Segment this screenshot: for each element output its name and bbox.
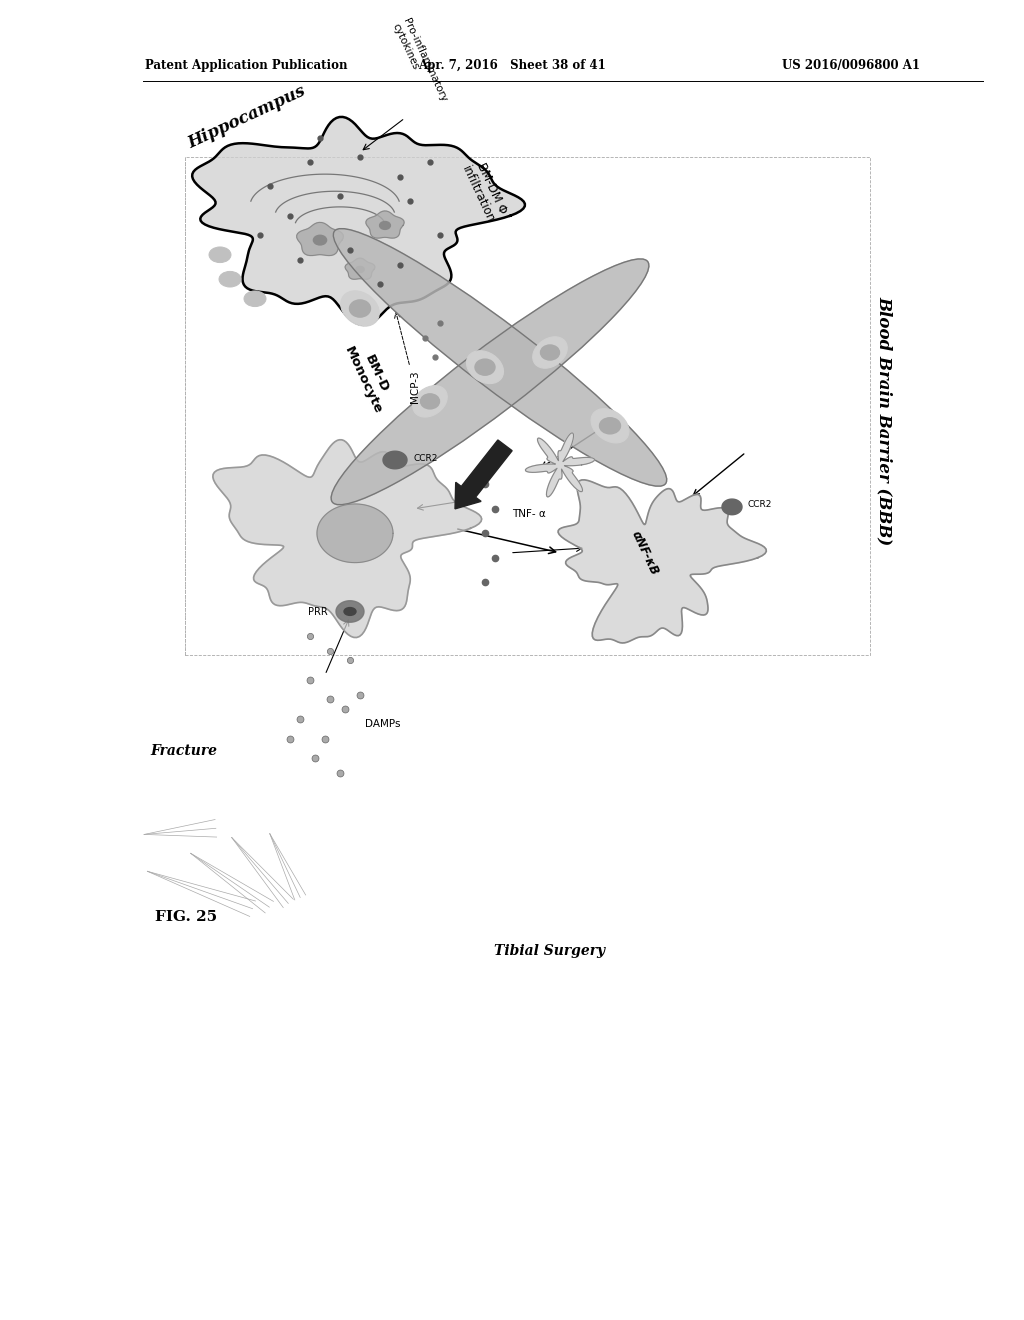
Ellipse shape — [541, 345, 559, 360]
Polygon shape — [317, 504, 393, 562]
Ellipse shape — [591, 409, 629, 444]
Text: Fracture: Fracture — [150, 744, 217, 758]
Ellipse shape — [341, 290, 379, 326]
Ellipse shape — [599, 417, 621, 434]
Text: CCR2: CCR2 — [413, 454, 437, 462]
Text: PRR: PRR — [308, 607, 328, 618]
Text: TNF- α: TNF- α — [512, 508, 546, 519]
Text: MCP-3: MCP-3 — [410, 371, 420, 403]
Ellipse shape — [421, 393, 439, 409]
Polygon shape — [383, 451, 407, 469]
Text: CCR2: CCR2 — [748, 500, 772, 510]
Text: BM-D
Monocyte: BM-D Monocyte — [342, 338, 398, 416]
Polygon shape — [722, 499, 742, 515]
Ellipse shape — [331, 259, 649, 504]
Ellipse shape — [467, 351, 504, 384]
Ellipse shape — [475, 359, 495, 375]
Text: Blood Brain Barrier (BBB): Blood Brain Barrier (BBB) — [877, 296, 894, 545]
Ellipse shape — [496, 859, 564, 880]
Ellipse shape — [180, 845, 280, 915]
Ellipse shape — [244, 290, 266, 306]
Polygon shape — [345, 259, 375, 280]
Polygon shape — [336, 601, 364, 622]
Ellipse shape — [532, 337, 567, 368]
Text: Apr. 7, 2016   Sheet 38 of 41: Apr. 7, 2016 Sheet 38 of 41 — [418, 59, 606, 73]
Polygon shape — [213, 440, 481, 638]
Text: Patent Application Publication: Patent Application Publication — [145, 59, 347, 73]
Ellipse shape — [264, 825, 306, 906]
Polygon shape — [525, 433, 595, 496]
FancyArrow shape — [455, 440, 512, 510]
Text: FIG. 25: FIG. 25 — [155, 909, 217, 924]
Polygon shape — [366, 211, 404, 238]
Ellipse shape — [466, 874, 554, 925]
Ellipse shape — [209, 247, 231, 263]
Polygon shape — [297, 222, 343, 256]
Text: US 2016/0096800 A1: US 2016/0096800 A1 — [782, 59, 920, 73]
Text: DAMPs: DAMPs — [365, 719, 400, 729]
Ellipse shape — [134, 863, 266, 916]
Ellipse shape — [135, 816, 225, 846]
Ellipse shape — [380, 222, 390, 230]
Polygon shape — [193, 117, 525, 325]
Polygon shape — [558, 480, 766, 643]
Ellipse shape — [349, 300, 371, 317]
Ellipse shape — [413, 385, 447, 417]
Ellipse shape — [219, 272, 241, 286]
Text: Hippocampus: Hippocampus — [185, 83, 308, 152]
Ellipse shape — [313, 235, 327, 246]
Ellipse shape — [334, 228, 667, 486]
Ellipse shape — [355, 267, 365, 272]
Ellipse shape — [344, 607, 356, 615]
Ellipse shape — [417, 799, 523, 942]
Text: BM-DM Φ
infiltration: BM-DM Φ infiltration — [460, 158, 511, 226]
Text: Pro-inflammatory
cytokines: Pro-inflammatory cytokines — [390, 17, 449, 108]
Text: Tibial Surgery: Tibial Surgery — [495, 944, 605, 958]
Text: αNF-κB: αNF-κB — [629, 528, 660, 577]
Ellipse shape — [223, 829, 296, 912]
